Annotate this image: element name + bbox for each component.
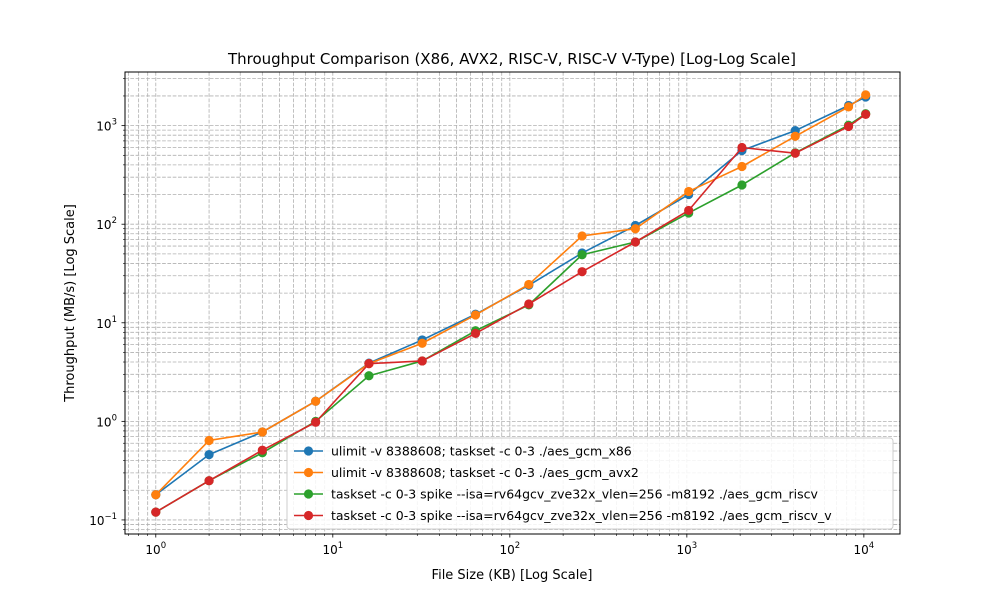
legend-marker (303, 467, 314, 478)
data-point (684, 186, 694, 197)
data-point (737, 142, 747, 153)
legend-label: ulimit -v 8388608; taskset -c 0-3 ./aes_… (331, 465, 639, 480)
data-point (577, 267, 587, 277)
data-point (861, 109, 871, 119)
data-point (204, 476, 214, 486)
y-axis-label: Throughput (MB/s) [Log Scale] (63, 204, 78, 403)
legend-marker (303, 489, 314, 499)
legend-entries: ulimit -v 8388608; taskset -c 0-3 ./aes_… (294, 444, 832, 523)
series-layer (151, 90, 871, 517)
data-point (311, 396, 321, 406)
data-point (417, 338, 427, 348)
x-tick-label: 104 (854, 541, 875, 557)
chart-title: Throughput Comparison (X86, AVX2, RISC-V… (227, 50, 796, 68)
data-point (470, 310, 481, 320)
data-point (417, 356, 427, 366)
data-point (311, 417, 321, 427)
x-tick-label: 103 (676, 541, 697, 557)
data-point (790, 131, 800, 141)
ticks: 100 101 102 103 104 10−1 100 101 102 103 (89, 78, 875, 557)
x-tick-label: 101 (322, 541, 343, 557)
data-point (470, 328, 481, 339)
legend-marker (303, 446, 314, 456)
legend: ulimit -v 8388608; taskset -c 0-3 ./aes_… (286, 437, 894, 530)
data-point (204, 435, 214, 446)
y-tick-label: 100 (96, 413, 117, 429)
y-tick-label: 10−1 (89, 512, 117, 528)
data-point (843, 102, 854, 112)
data-point (737, 180, 747, 190)
axes-frame (124, 71, 901, 535)
y-tick-label: 103 (96, 118, 117, 134)
x-tick-label: 100 (145, 541, 166, 557)
legend-entry: taskset -c 0-3 spike --isa=rv64gcv_zve32… (294, 508, 832, 523)
legend-label: ulimit -v 8388608; taskset -c 0-3 ./aes_… (331, 444, 632, 459)
data-point (843, 121, 854, 132)
legend-entry: taskset -c 0-3 spike --isa=rv64gcv_zve32… (294, 487, 819, 502)
data-point (737, 161, 747, 172)
data-point (364, 359, 374, 369)
data-point (524, 299, 534, 309)
data-point (630, 224, 640, 234)
data-point (151, 507, 161, 517)
data-point (684, 205, 694, 216)
data-point (524, 279, 534, 290)
legend-entry: ulimit -v 8388608; taskset -c 0-3 ./aes_… (294, 444, 632, 459)
data-point (364, 371, 374, 381)
legend-marker (303, 510, 314, 521)
legend-label: taskset -c 0-3 spike --isa=rv64gcv_zve32… (331, 487, 819, 502)
legend-box (286, 437, 894, 530)
data-point (204, 450, 214, 460)
data-point (630, 237, 640, 247)
data-point (577, 231, 587, 241)
legend-entry: ulimit -v 8388608; taskset -c 0-3 ./aes_… (294, 465, 639, 480)
legend-label: taskset -c 0-3 spike --isa=rv64gcv_zve32… (331, 508, 832, 523)
data-point (257, 427, 267, 437)
data-point (577, 250, 587, 260)
x-tick-label: 102 (499, 541, 520, 557)
data-point (151, 490, 161, 500)
y-tick-label: 101 (96, 315, 117, 331)
x-axis-label: File Size (KB) [Log Scale] (432, 568, 593, 583)
data-point (861, 90, 871, 100)
y-tick-label: 102 (96, 216, 117, 232)
data-point (790, 148, 800, 158)
data-point (257, 445, 267, 455)
series-4 (151, 109, 871, 517)
